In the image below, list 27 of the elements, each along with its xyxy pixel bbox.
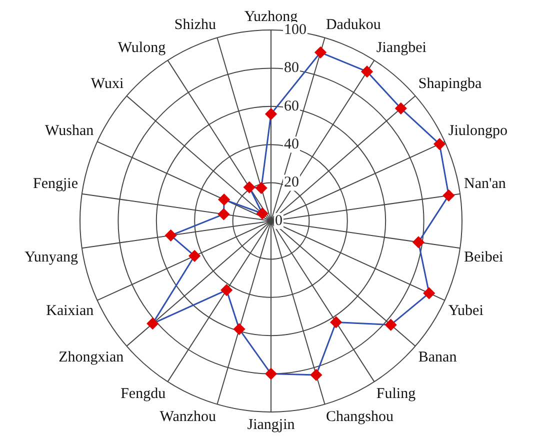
spoke-label: Fengjie bbox=[32, 176, 78, 192]
y-tick-label: 100 bbox=[284, 22, 306, 38]
spoke-label: Wulong bbox=[118, 40, 166, 56]
spoke-label: Kaixian bbox=[46, 302, 94, 319]
y-tick-label: 20 bbox=[284, 174, 299, 191]
y-tick-label: 40 bbox=[284, 136, 299, 153]
spoke-label: Nan'an bbox=[464, 176, 506, 192]
spoke-label: Wuxi bbox=[90, 76, 124, 92]
spoke-label: Yubei bbox=[448, 302, 484, 319]
spoke-label: Changshou bbox=[326, 409, 394, 426]
spoke-label: Wanzhou bbox=[160, 409, 217, 426]
spoke-label: Wushan bbox=[45, 122, 94, 139]
spoke-label: Jiangjin bbox=[247, 416, 296, 433]
spoke-label: Banan bbox=[418, 350, 458, 366]
spoke-label: Fuling bbox=[376, 386, 416, 402]
y-tick-label: 80 bbox=[284, 60, 299, 76]
y-tick-label: 0 bbox=[275, 212, 282, 229]
spoke-label: Dadukou bbox=[326, 16, 382, 33]
spoke-label: Fengdu bbox=[120, 386, 166, 402]
spoke-label: Jiulongpo bbox=[448, 122, 508, 139]
y-tick-label: 60 bbox=[284, 98, 299, 114]
spoke-label: Yunyang bbox=[24, 250, 78, 266]
spoke-label: Shizhu bbox=[174, 16, 217, 33]
spoke-label: Jiangbei bbox=[376, 40, 426, 56]
spoke-label: Beibei bbox=[464, 250, 504, 266]
spoke-label: Zhongxian bbox=[58, 350, 124, 366]
spoke-label: Shapingba bbox=[418, 76, 482, 92]
